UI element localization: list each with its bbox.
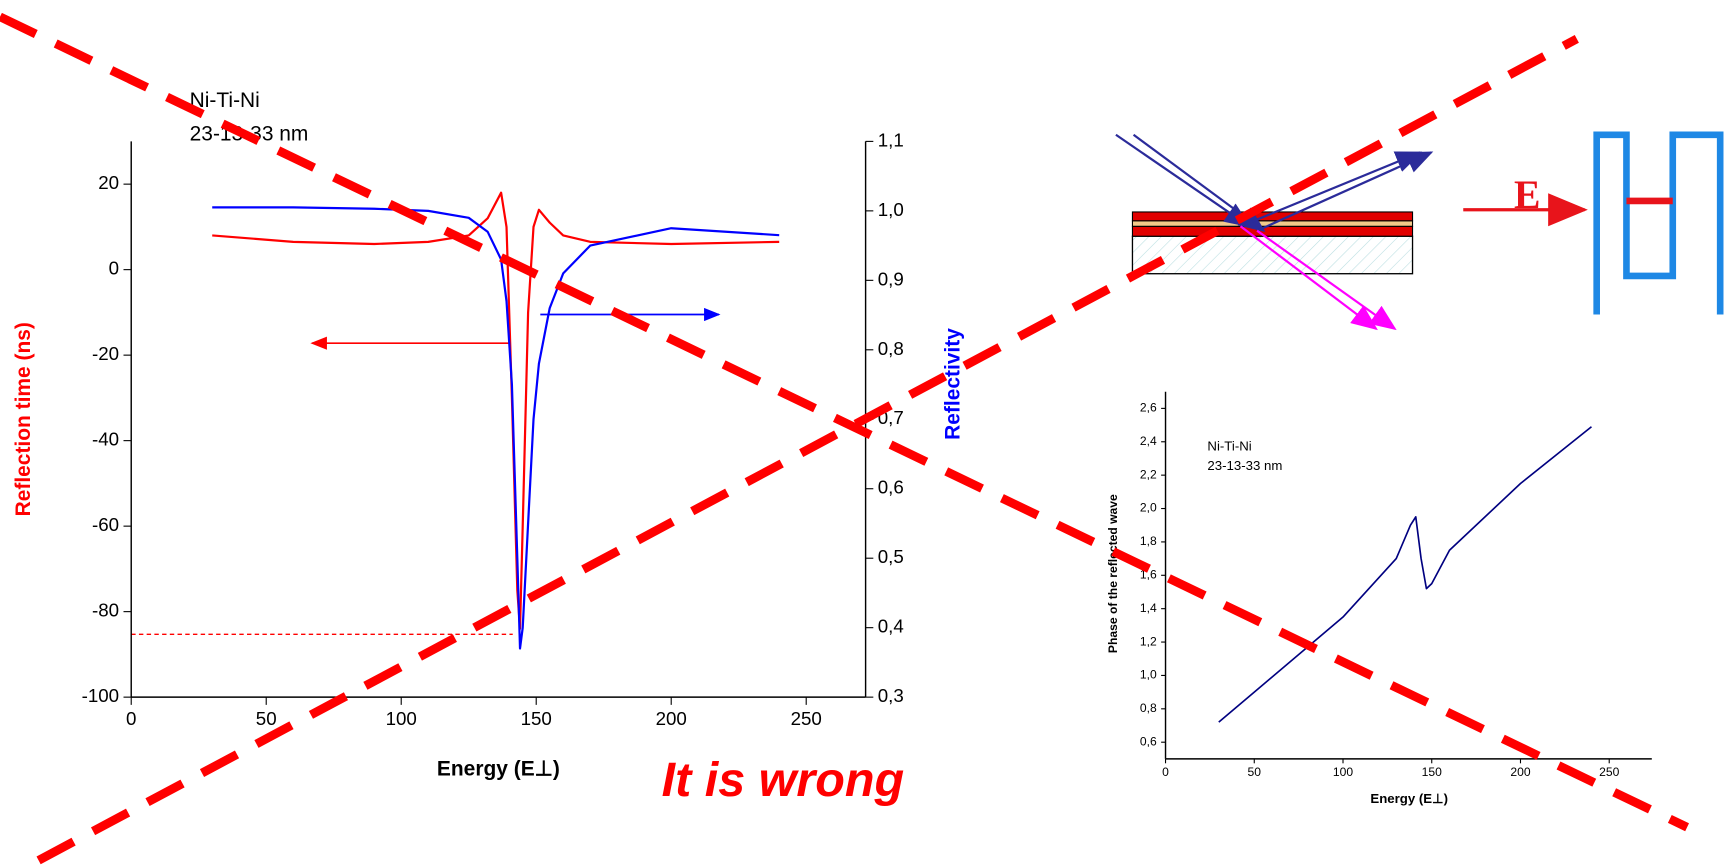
potential-diagram: E bbox=[1463, 131, 1724, 315]
x-tick-label: 200 bbox=[1510, 765, 1530, 779]
y2-tick-label: 0,5 bbox=[878, 546, 904, 567]
x-axis-label: Energy (E⊥) bbox=[437, 757, 560, 780]
y-tick-label: 2,0 bbox=[1140, 501, 1157, 515]
x-tick-label: 100 bbox=[1333, 765, 1353, 779]
series-line bbox=[212, 206, 780, 650]
y-tick-label: 0,8 bbox=[1140, 701, 1157, 715]
y-tick-label: 0,6 bbox=[1140, 734, 1157, 748]
y-tick-label: -20 bbox=[92, 343, 119, 364]
x-tick-label: 0 bbox=[126, 708, 136, 729]
y-tick-label: 1,2 bbox=[1140, 634, 1157, 648]
annotation: Ni-Ti-Ni bbox=[1207, 438, 1251, 453]
verdict: It is wrong bbox=[662, 753, 904, 807]
y-tick-label: 1,4 bbox=[1140, 601, 1157, 615]
cross-out-line bbox=[0, 12, 1690, 832]
y-axis-label: Phase of the reflected wave bbox=[1106, 494, 1120, 653]
y-axis-label: Reflection time (ns) bbox=[12, 322, 35, 516]
x-tick-label: 200 bbox=[656, 708, 687, 729]
y-tick-label: 2,2 bbox=[1140, 467, 1157, 481]
y2-axis-label: Reflectivity bbox=[941, 328, 964, 440]
y2-tick-label: 0,6 bbox=[878, 477, 904, 498]
y-tick-label: -100 bbox=[82, 685, 120, 706]
y-tick-label: 2,4 bbox=[1140, 434, 1157, 448]
y-tick-label: 0 bbox=[109, 258, 119, 279]
field-label: E bbox=[1514, 173, 1540, 217]
y-tick-label: -60 bbox=[92, 514, 119, 535]
y-tick-label: -40 bbox=[92, 429, 119, 450]
x-tick-label: 0 bbox=[1162, 765, 1169, 779]
annotation: 23-13-33 nm bbox=[1207, 458, 1282, 473]
y2-tick-label: 0,3 bbox=[878, 685, 904, 706]
y-tick-label: 1,0 bbox=[1140, 668, 1157, 682]
y2-tick-label: 0,8 bbox=[878, 338, 904, 359]
x-tick-label: 150 bbox=[521, 708, 552, 729]
layer-diagram bbox=[1115, 133, 1434, 331]
x-tick-label: 50 bbox=[256, 708, 277, 729]
x-tick-label: 250 bbox=[1599, 765, 1619, 779]
cross-out-line bbox=[36, 34, 1579, 865]
y-tick-label: -80 bbox=[92, 600, 119, 621]
x-tick-label: 250 bbox=[791, 708, 822, 729]
series-line bbox=[212, 191, 780, 630]
y2-tick-label: 0,9 bbox=[878, 268, 904, 289]
y-tick-label: 20 bbox=[98, 172, 119, 193]
plots: 0 50 100 150 200 250 -100 -80 -60 -40 -20 0 20 0,3 0,4… bbox=[12, 89, 1652, 806]
y2-tick-label: 1,1 bbox=[878, 129, 904, 150]
y-tick-label: 2,6 bbox=[1140, 401, 1157, 415]
x-axis-label: Energy (E⊥) bbox=[1370, 791, 1448, 806]
x-tick-label: 100 bbox=[386, 708, 417, 729]
x-tick-label: 150 bbox=[1422, 765, 1442, 779]
y2-tick-label: 1,0 bbox=[878, 199, 904, 220]
series-line bbox=[1218, 426, 1592, 723]
x-tick-label: 50 bbox=[1248, 765, 1262, 779]
annotation: Ni-Ti-Ni bbox=[190, 89, 260, 112]
y2-tick-label: 0,4 bbox=[878, 616, 904, 637]
y-tick-label: 1,8 bbox=[1140, 534, 1157, 548]
